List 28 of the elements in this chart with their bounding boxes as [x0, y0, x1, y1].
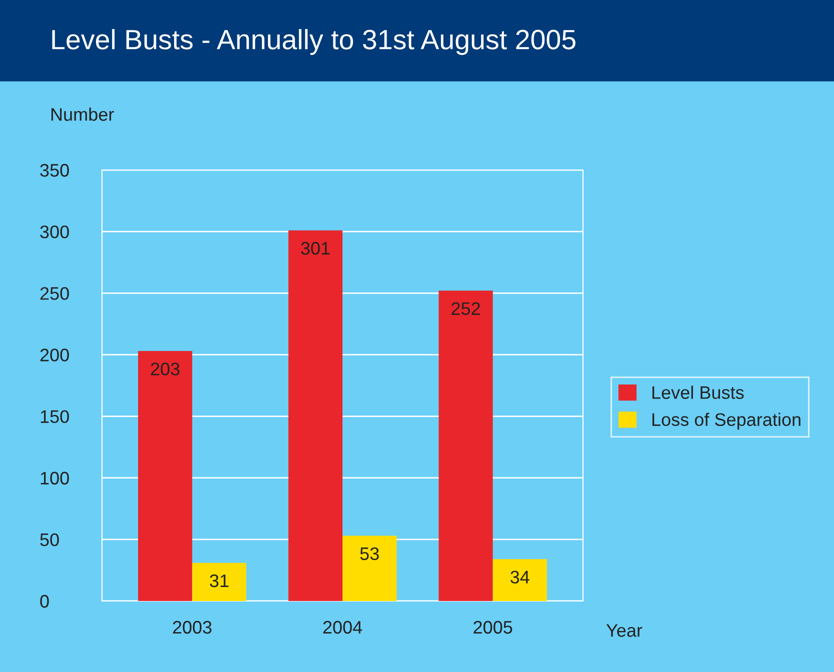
data-label: 31	[210, 574, 228, 588]
y-axis-title: Number	[51, 108, 114, 121]
x-tick-label: 2005	[474, 620, 512, 634]
legend-label: Loss of Separation	[652, 412, 800, 430]
y-tick-label: 350	[40, 164, 69, 177]
y-tick-label: 100	[40, 472, 69, 485]
bar	[492, 559, 547, 601]
data-label: 53	[360, 547, 379, 560]
y-tick-label: 300	[40, 226, 69, 238]
data-label: 301	[301, 242, 330, 255]
y-tick-label: 200	[40, 348, 69, 362]
y-tick-label: 250	[40, 287, 69, 300]
x-axis-title: Year	[606, 624, 642, 637]
bar	[288, 230, 342, 601]
bar	[192, 562, 246, 601]
bar	[438, 290, 493, 601]
y-tick-label: 0	[40, 594, 49, 608]
legend-label: Level Busts	[652, 386, 744, 399]
x-tick-label: 2003	[173, 620, 212, 634]
bar	[342, 536, 397, 601]
y-tick-label: 150	[40, 410, 69, 424]
x-tick-label: 2004	[323, 620, 362, 634]
data-label: 34	[510, 570, 530, 584]
y-tick-label: 50	[40, 533, 59, 546]
data-label: 203	[150, 362, 180, 376]
data-label: 252	[452, 302, 480, 316]
bar	[138, 351, 192, 601]
chart-title: Level Busts - Annually to 31st August 2005	[52, 29, 576, 55]
